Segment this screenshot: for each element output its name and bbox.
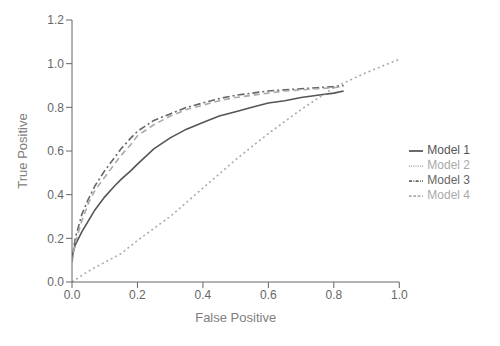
svg-text:0.4: 0.4: [47, 188, 64, 202]
svg-text:0.2: 0.2: [129, 288, 146, 302]
svg-text:False Positive: False Positive: [195, 310, 276, 325]
svg-text:0.4: 0.4: [195, 288, 212, 302]
svg-text:0.0: 0.0: [47, 275, 64, 289]
svg-text:1.0: 1.0: [47, 57, 64, 71]
html-text:Model 4: Model 4: [427, 187, 470, 202]
svg-text:1.0: 1.0: [391, 288, 408, 302]
html-text:Model 1: Model 1: [427, 143, 470, 158]
svg-text:True Positive: True Positive: [15, 113, 30, 188]
svg-text:1.2: 1.2: [47, 13, 64, 27]
svg-text:0.6: 0.6: [260, 288, 277, 302]
svg-text:0.0: 0.0: [64, 288, 81, 302]
svg-text:0.6: 0.6: [47, 144, 64, 158]
svg-text:0.2: 0.2: [47, 232, 64, 246]
svg-text:0.8: 0.8: [47, 101, 64, 115]
html-text:Model 2: Model 2: [427, 158, 470, 173]
svg-text:0.8: 0.8: [325, 288, 342, 302]
html-text:Model 3: Model 3: [427, 173, 470, 187]
